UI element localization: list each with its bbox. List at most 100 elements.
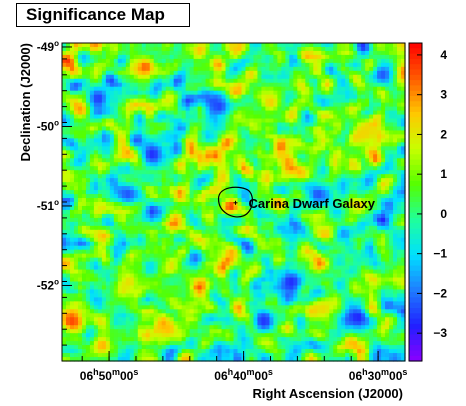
heatmap-cell: [393, 162, 398, 167]
heatmap-cell: [121, 174, 127, 179]
heatmap-cell: [105, 213, 111, 219]
heatmap-cell: [145, 217, 151, 223]
heatmap-cell: [401, 233, 406, 239]
heatmap-cell: [365, 253, 370, 259]
heatmap-cell: [105, 43, 111, 48]
heatmap-cell: [249, 46, 255, 52]
heatmap-cell: [197, 54, 203, 60]
heatmap-cell: [333, 138, 338, 143]
heatmap-cell: [73, 46, 79, 52]
heatmap-cell: [117, 102, 123, 108]
heatmap-cell: [325, 221, 330, 227]
heatmap-cell: [401, 122, 406, 128]
heatmap-cell: [381, 241, 386, 247]
heatmap-cell: [145, 114, 151, 120]
heatmap-cell: [69, 66, 75, 72]
heatmap-cell: [317, 126, 322, 132]
heatmap-cell: [217, 245, 223, 251]
heatmap-cell: [89, 78, 95, 84]
heatmap-cell: [253, 86, 259, 92]
heatmap-cell: [165, 237, 171, 243]
heatmap-cell: [101, 98, 107, 104]
heatmap-cell: [321, 74, 326, 80]
heatmap-cell: [333, 150, 338, 155]
heatmap-cell: [325, 66, 330, 72]
heatmap-cell: [221, 225, 227, 231]
heatmap-cell: [289, 213, 294, 219]
heatmap-cell: [149, 198, 155, 203]
heatmap-cell: [297, 114, 302, 120]
heatmap-cell: [169, 86, 175, 92]
heatmap-cell: [345, 166, 350, 171]
heatmap-cell: [381, 150, 386, 155]
heatmap-cell: [361, 106, 366, 112]
heatmap-cell: [77, 54, 83, 60]
heatmap-cell: [109, 205, 115, 211]
heatmap-cell: [369, 245, 374, 251]
heatmap-cell: [201, 178, 207, 183]
heatmap-cell: [161, 134, 167, 140]
heatmap-cell: [353, 50, 358, 56]
heatmap-cell: [229, 150, 235, 155]
heatmap-cell: [201, 170, 207, 175]
heatmap-cell: [377, 198, 382, 203]
heatmap-cell: [317, 237, 322, 243]
heatmap-cell: [241, 229, 247, 235]
heatmap-cell: [69, 138, 75, 143]
heatmap-cell: [169, 54, 175, 60]
heatmap-cell: [121, 50, 127, 56]
heatmap-cell: [273, 170, 278, 175]
heatmap-cell: [389, 146, 394, 151]
heatmap-cell: [385, 106, 390, 112]
heatmap-cell: [205, 118, 211, 124]
heatmap-cell: [341, 229, 346, 235]
heatmap-cell: [133, 198, 139, 203]
heatmap-cell: [309, 74, 314, 80]
heatmap-cell: [125, 174, 131, 179]
heatmap-cell: [217, 82, 223, 88]
heatmap-cell: [213, 94, 219, 100]
heatmap-cell: [381, 253, 386, 259]
heatmap-cell: [389, 150, 394, 155]
heatmap-cell: [205, 245, 211, 251]
heatmap-cell: [69, 114, 75, 120]
heatmap-cell: [365, 205, 370, 211]
heatmap-cell: [177, 43, 183, 48]
heatmap-cell: [113, 70, 119, 76]
heatmap-cell: [105, 194, 111, 199]
heatmap-cell: [109, 170, 115, 175]
heatmap-cell: [65, 102, 71, 108]
heatmap-cell: [401, 118, 406, 124]
heatmap-cell: [269, 178, 274, 183]
heatmap-cell: [213, 245, 219, 251]
heatmap-cell: [101, 182, 107, 187]
heatmap-cell: [337, 74, 342, 80]
heatmap-cell: [209, 154, 215, 159]
heatmap-cell: [81, 146, 87, 151]
heatmap-cell: [85, 54, 91, 60]
heatmap-cell: [257, 114, 263, 120]
heatmap-cell: [173, 257, 179, 263]
heatmap-cell: [149, 194, 155, 199]
heatmap-cell: [273, 50, 278, 56]
heatmap-cell: [293, 253, 298, 259]
heatmap-cell: [397, 174, 402, 179]
heatmap-cell: [213, 78, 219, 84]
heatmap-cell: [257, 126, 263, 132]
heatmap-cell: [169, 233, 175, 239]
heatmap-cell: [369, 122, 374, 128]
heatmap-cell: [221, 174, 227, 179]
heatmap-cell: [377, 186, 382, 191]
heatmap-cell: [269, 98, 274, 104]
heatmap-cell: [229, 78, 235, 84]
heatmap-cell: [285, 198, 290, 203]
heatmap-cell: [245, 257, 251, 263]
heatmap-cell: [365, 178, 370, 183]
heatmap-cell: [101, 46, 107, 52]
heatmap-cell: [277, 62, 282, 68]
heatmap-cell: [317, 154, 322, 159]
heatmap-cell: [129, 162, 135, 167]
heatmap-cell: [381, 162, 386, 167]
heatmap-cell: [181, 114, 187, 120]
heatmap-cell: [317, 114, 322, 120]
